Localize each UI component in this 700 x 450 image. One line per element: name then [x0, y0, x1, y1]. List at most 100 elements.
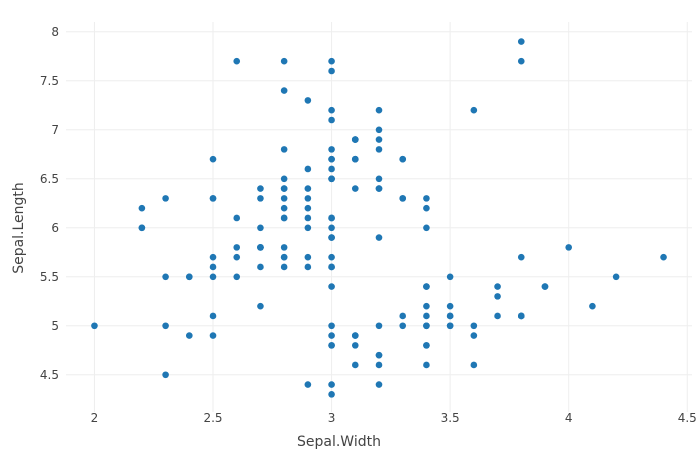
scatter-point[interactable] — [257, 185, 264, 192]
scatter-point[interactable] — [209, 253, 217, 261]
scatter-point[interactable] — [470, 322, 478, 330]
scatter-point[interactable] — [304, 214, 312, 222]
scatter-point[interactable] — [399, 195, 407, 202]
scatter-point[interactable] — [257, 224, 264, 232]
scatter-point[interactable] — [186, 332, 193, 339]
scatter-point[interactable] — [517, 38, 525, 45]
scatter-point[interactable] — [351, 361, 359, 369]
scatter-point[interactable] — [280, 195, 288, 202]
scatter-point[interactable] — [470, 332, 478, 339]
scatter-point[interactable] — [328, 381, 335, 388]
scatter-point[interactable] — [375, 136, 383, 143]
scatter-point[interactable] — [233, 253, 241, 261]
scatter-point[interactable] — [328, 253, 335, 261]
scatter-point[interactable] — [209, 263, 217, 271]
scatter-point[interactable] — [328, 234, 335, 241]
scatter-point[interactable] — [280, 146, 288, 153]
scatter-point[interactable] — [328, 57, 335, 65]
scatter-point[interactable] — [233, 273, 241, 281]
scatter-point[interactable] — [233, 57, 241, 65]
scatter-point[interactable] — [470, 106, 478, 114]
scatter-point[interactable] — [280, 57, 288, 65]
scatter-point[interactable] — [280, 185, 288, 192]
scatter-point[interactable] — [304, 224, 312, 232]
scatter-point[interactable] — [328, 146, 335, 153]
scatter-point[interactable] — [446, 322, 454, 330]
scatter-point[interactable] — [375, 146, 383, 153]
scatter-point[interactable] — [351, 342, 359, 349]
scatter-point[interactable] — [304, 195, 312, 202]
scatter-point[interactable] — [328, 224, 335, 232]
scatter-point[interactable] — [328, 263, 335, 271]
scatter-point[interactable] — [233, 214, 241, 222]
scatter-point[interactable] — [423, 361, 430, 369]
scatter-point[interactable] — [162, 273, 169, 281]
scatter-point[interactable] — [423, 224, 430, 232]
scatter-point[interactable] — [304, 165, 312, 173]
scatter-point[interactable] — [375, 361, 383, 369]
scatter-point[interactable] — [423, 204, 430, 212]
scatter-point[interactable] — [328, 391, 335, 398]
scatter-point[interactable] — [375, 175, 383, 183]
scatter-point[interactable] — [162, 322, 169, 330]
scatter-point[interactable] — [233, 244, 241, 251]
scatter-point[interactable] — [351, 155, 359, 163]
scatter-point[interactable] — [470, 361, 478, 369]
scatter-point[interactable] — [280, 263, 288, 271]
scatter-point[interactable] — [446, 273, 454, 281]
scatter-point[interactable] — [517, 57, 525, 65]
scatter-point[interactable] — [446, 312, 454, 320]
scatter-point[interactable] — [209, 312, 217, 320]
scatter-point[interactable] — [138, 224, 146, 232]
scatter-point[interactable] — [423, 302, 430, 310]
scatter-point[interactable] — [328, 283, 335, 290]
scatter-point[interactable] — [612, 273, 620, 281]
scatter-point[interactable] — [423, 283, 430, 290]
scatter-point[interactable] — [375, 126, 383, 134]
scatter-point[interactable] — [304, 97, 312, 104]
scatter-point[interactable] — [423, 342, 430, 349]
scatter-point[interactable] — [494, 312, 501, 320]
scatter-point[interactable] — [280, 204, 288, 212]
scatter-point[interactable] — [257, 244, 264, 251]
scatter-point[interactable] — [494, 293, 501, 300]
scatter-point[interactable] — [162, 195, 169, 202]
scatter-point[interactable] — [328, 322, 335, 330]
scatter-point[interactable] — [280, 214, 288, 222]
scatter-point[interactable] — [209, 332, 217, 339]
scatter-point[interactable] — [328, 332, 335, 339]
scatter-point[interactable] — [494, 283, 501, 290]
scatter-point[interactable] — [375, 381, 383, 388]
scatter-point[interactable] — [328, 116, 335, 124]
scatter-point[interactable] — [304, 253, 312, 261]
scatter-point[interactable] — [517, 312, 525, 320]
scatter-point[interactable] — [257, 302, 264, 310]
scatter-point[interactable] — [91, 322, 98, 330]
scatter-point[interactable] — [304, 381, 312, 388]
scatter-point[interactable] — [517, 253, 525, 261]
scatter-point[interactable] — [328, 155, 335, 163]
scatter-point[interactable] — [375, 351, 383, 359]
scatter-point[interactable] — [423, 322, 430, 330]
scatter-point[interactable] — [589, 302, 596, 310]
scatter-point[interactable] — [280, 244, 288, 251]
scatter-point[interactable] — [375, 234, 383, 241]
scatter-point[interactable] — [399, 312, 407, 320]
scatter-point[interactable] — [423, 195, 430, 202]
scatter-point[interactable] — [162, 371, 169, 379]
scatter-point[interactable] — [541, 283, 549, 290]
scatter-point[interactable] — [423, 312, 430, 320]
scatter-point[interactable] — [660, 253, 667, 261]
scatter-point[interactable] — [257, 195, 264, 202]
scatter-point[interactable] — [138, 204, 146, 212]
scatter-point[interactable] — [257, 263, 264, 271]
scatter-point[interactable] — [280, 87, 288, 94]
scatter-point[interactable] — [304, 263, 312, 271]
scatter-point[interactable] — [328, 67, 335, 75]
scatter-point[interactable] — [280, 175, 288, 183]
scatter-point[interactable] — [328, 175, 335, 183]
scatter-point[interactable] — [399, 155, 407, 163]
scatter-point[interactable] — [328, 106, 335, 114]
scatter-point[interactable] — [328, 342, 335, 349]
scatter-point[interactable] — [304, 204, 312, 212]
